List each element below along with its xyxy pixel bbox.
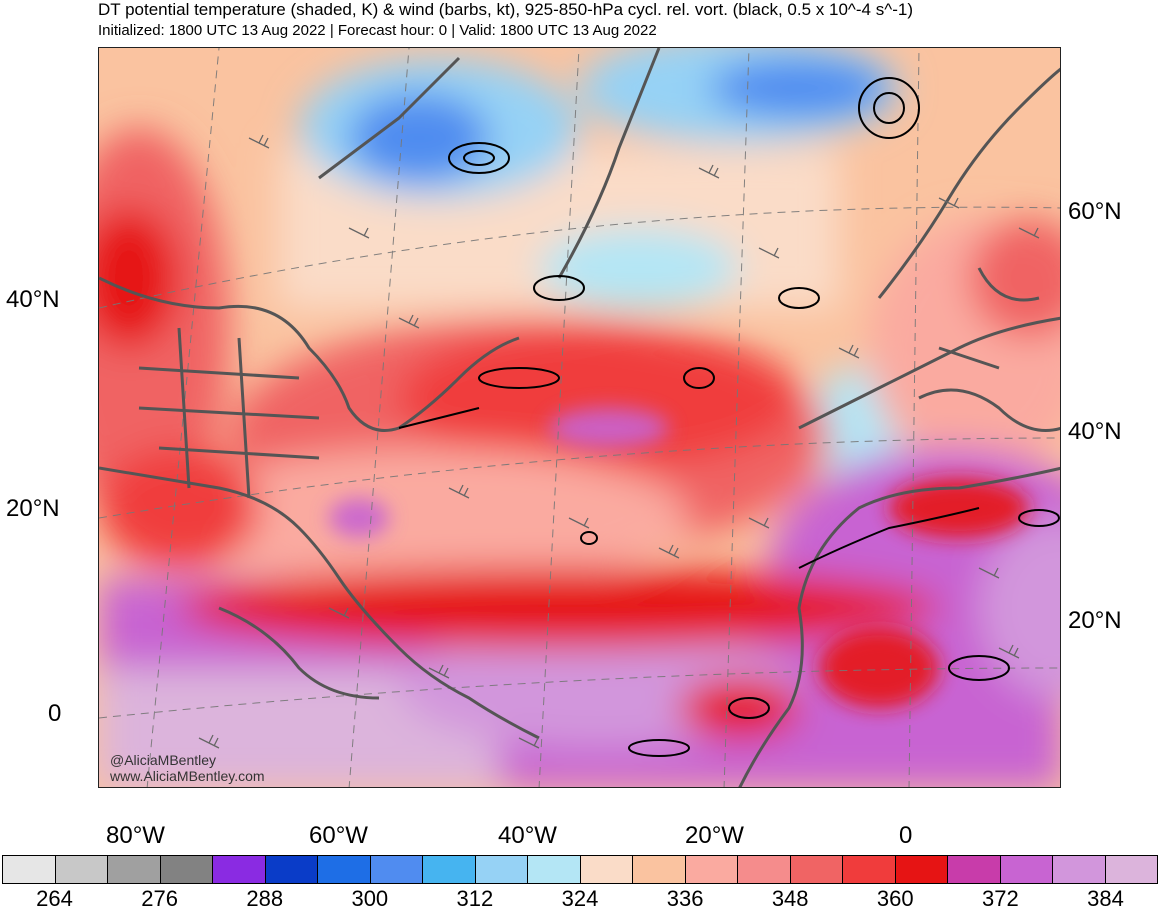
colorbar-tick-label: 312 bbox=[456, 886, 494, 911]
lat-label-left-20n: 20°N bbox=[6, 495, 60, 522]
lon-label-20w: 20°W bbox=[685, 822, 744, 849]
colorbar bbox=[2, 855, 1158, 884]
colorbar-cell bbox=[528, 856, 581, 883]
colorbar-cell bbox=[1105, 856, 1157, 883]
colorbar-cell bbox=[3, 856, 56, 883]
colorbar-cell bbox=[633, 856, 686, 883]
colorbar-tick-label: 300 bbox=[351, 886, 389, 911]
colorbar-cell bbox=[108, 856, 161, 883]
lon-label-40w: 40°W bbox=[498, 822, 557, 849]
colorbar-cell bbox=[265, 856, 318, 883]
colorbar-cell bbox=[843, 856, 896, 883]
credit-website: www.AliciaMBentley.com bbox=[110, 768, 265, 784]
colorbar-tick-label: 324 bbox=[561, 886, 599, 911]
lat-label-right-20n: 20°N bbox=[1068, 607, 1122, 634]
colorbar-tick-label: 336 bbox=[666, 886, 704, 911]
colorbar-tick-label: 348 bbox=[771, 886, 809, 911]
colorbar-tick-label: 384 bbox=[1087, 886, 1124, 911]
lat-label-left-40n: 40°N bbox=[6, 286, 60, 313]
colorbar-tick-label: 372 bbox=[982, 886, 1019, 911]
colorbar-cell bbox=[685, 856, 738, 883]
colorbar-cell bbox=[948, 856, 1001, 883]
colorbar-tick-label: 288 bbox=[246, 886, 284, 911]
colorbar-cell bbox=[580, 856, 633, 883]
lon-label-60w: 60°W bbox=[309, 822, 368, 849]
lon-label-0: 0 bbox=[899, 822, 913, 849]
colorbar-cell bbox=[213, 856, 266, 883]
colorbar-cell bbox=[1000, 856, 1053, 883]
colorbar-cell bbox=[318, 856, 371, 883]
colorbar-cell bbox=[895, 856, 948, 883]
colorbar-cell bbox=[55, 856, 108, 883]
map-panel bbox=[98, 47, 1061, 788]
map-title: DT potential temperature (shaded, K) & w… bbox=[98, 0, 913, 19]
colorbar-cell bbox=[370, 856, 423, 883]
colorbar-tick-label: 264 bbox=[36, 886, 73, 911]
colorbar-cell bbox=[790, 856, 843, 883]
colorbar-cell bbox=[160, 856, 213, 883]
weather-map bbox=[99, 48, 1060, 787]
colorbar-tick-label: 276 bbox=[141, 886, 178, 911]
lon-label-80w: 80°W bbox=[106, 822, 165, 849]
colorbar-cell bbox=[738, 856, 791, 883]
colorbar-cell bbox=[1053, 856, 1106, 883]
lat-label-left-0: 0 bbox=[48, 700, 62, 727]
colorbar-cell bbox=[423, 856, 476, 883]
map-subtitle: Initialized: 1800 UTC 13 Aug 2022 | Fore… bbox=[98, 22, 657, 39]
lat-label-right-60n: 60°N bbox=[1068, 198, 1122, 225]
colorbar-cell bbox=[475, 856, 528, 883]
credit-handle: @AliciaMBentley bbox=[110, 752, 217, 768]
lat-label-right-40n: 40°N bbox=[1068, 418, 1122, 445]
colorbar-tick-label: 360 bbox=[876, 886, 914, 911]
